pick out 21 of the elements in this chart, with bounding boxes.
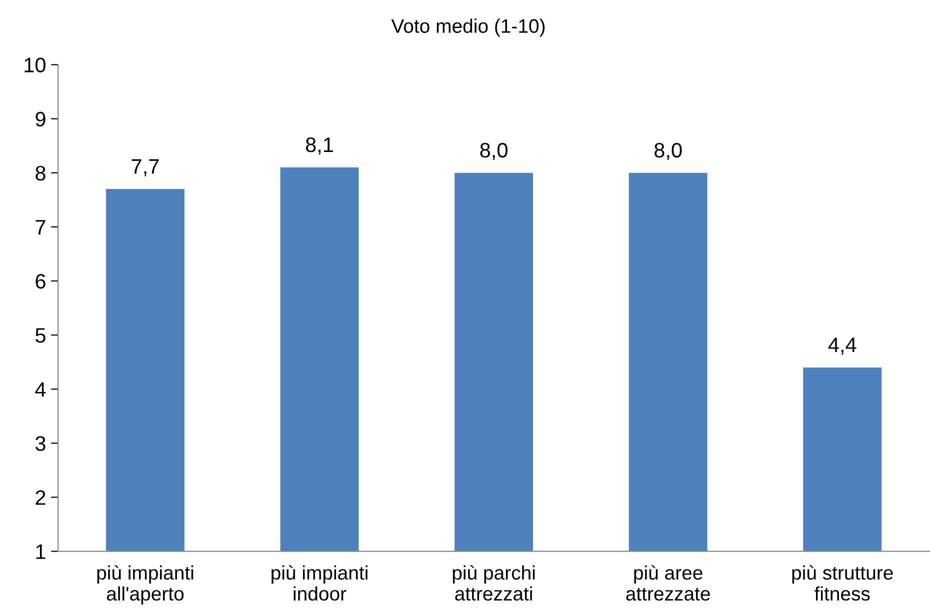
x-tick-label: più impianti indoor [272,565,368,601]
x-tick-label: più strutture fitness [792,565,893,601]
y-tick-label: 3 [35,436,46,451]
y-tick-label: 5 [36,328,46,343]
data-label: 4,4 [828,338,856,355]
y-tick-label: 2 [36,490,46,505]
data-label: 8,0 [480,142,508,160]
y-tick-label: 4 [35,382,46,397]
data-label: 8,0 [654,142,682,160]
y-tick-label: 6 [36,274,46,289]
y-tick-label: 1 [36,544,46,559]
y-tick-label: 9 [36,112,46,127]
chart-title: Voto medio (1-10) [391,18,545,37]
x-tick-label: più parchi attrezzati [452,565,535,601]
x-tick-label: più impianti all'aperto [97,565,194,605]
x-tick-label: più aree attrezzate [626,565,710,601]
data-label: 7,7 [132,159,159,176]
y-tick-label: 8 [36,166,46,181]
y-tick-label: 7 [36,220,46,234]
y-tick-label: 10 [24,58,46,72]
data-label: 8,1 [306,137,333,155]
